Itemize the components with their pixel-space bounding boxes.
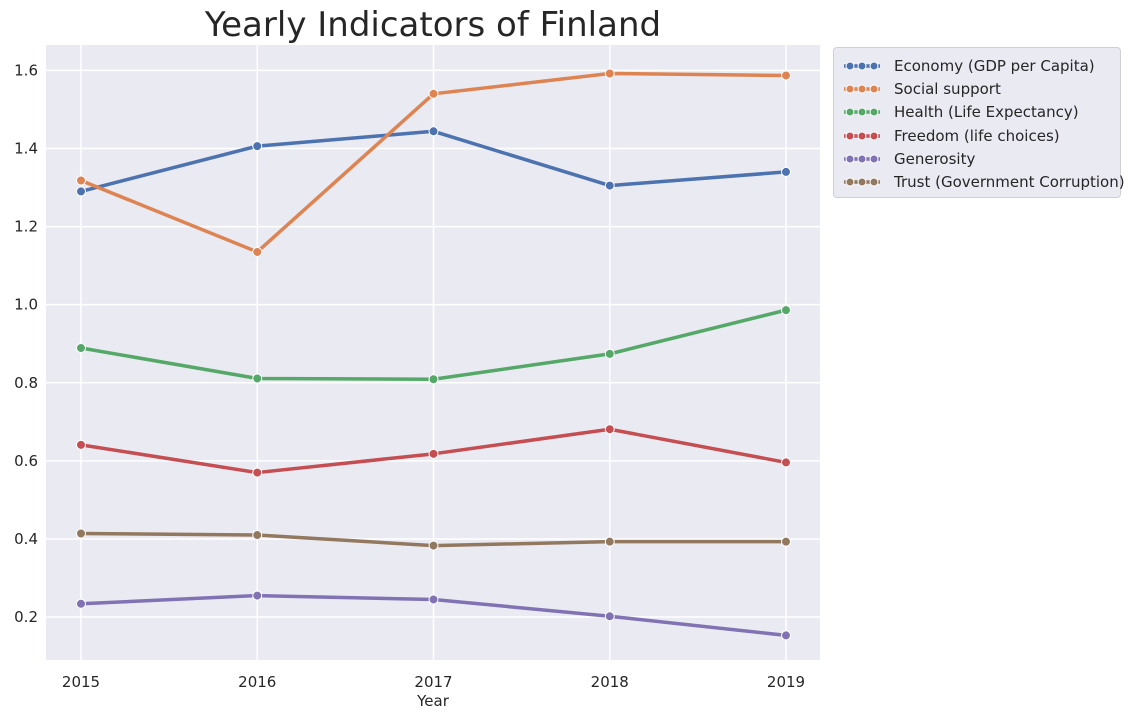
data-point — [428, 126, 439, 137]
data-point — [76, 439, 86, 450]
data-point — [428, 88, 439, 99]
data-point — [252, 246, 263, 257]
y-tick-label: 0.8 — [14, 374, 38, 392]
legend-label: Social support — [894, 79, 1001, 98]
series — [76, 68, 791, 257]
data-point — [604, 536, 615, 547]
y-tick-label: 0.2 — [14, 608, 38, 626]
data-point — [76, 343, 86, 354]
data-point — [781, 70, 791, 81]
legend-item: Social support — [842, 77, 1112, 100]
data-point — [76, 528, 86, 539]
y-tick-label: 1.4 — [14, 139, 38, 157]
x-tick-label: 2016 — [238, 673, 276, 691]
y-tick-label: 0.4 — [14, 530, 38, 548]
x-tick-label: 2015 — [62, 673, 100, 691]
data-point — [252, 373, 263, 384]
data-point — [781, 166, 791, 177]
data-point — [781, 630, 791, 641]
data-point — [428, 448, 439, 459]
x-tick-label: 2018 — [591, 673, 629, 691]
legend-label: Generosity — [894, 149, 976, 168]
legend-swatch — [844, 84, 880, 94]
data-point — [604, 611, 615, 622]
legend-swatch — [844, 131, 880, 141]
y-tick-label: 1.2 — [14, 218, 38, 236]
data-point — [604, 348, 615, 359]
x-tick-label: 2019 — [767, 673, 805, 691]
legend-label: Health (Life Expectancy) — [894, 103, 1079, 122]
data-point — [252, 530, 263, 541]
series — [76, 126, 791, 197]
y-tick-label: 0.6 — [14, 452, 38, 470]
legend-swatch — [844, 61, 880, 71]
legend-item: Trust (Government Corruption) — [842, 170, 1125, 193]
chart-title: Yearly Indicators of Finland — [204, 5, 661, 45]
series — [76, 305, 791, 385]
data-point — [428, 540, 439, 551]
data-point — [781, 457, 791, 468]
y-tick-label: 1.0 — [14, 296, 38, 314]
data-point — [252, 590, 263, 601]
axis-ticks: 2015 2016 2017 2018 2019 0.2 0.4 0.6 0.8 1.0 1.2 1.… — [14, 61, 805, 691]
data-point — [252, 141, 263, 152]
legend-swatch — [844, 107, 880, 117]
data-point — [252, 467, 263, 478]
legend-label: Freedom (life choices) — [894, 126, 1060, 145]
legend-item: Freedom (life choices) — [842, 124, 1112, 147]
data-point — [76, 175, 86, 186]
x-axis-label: Year — [416, 692, 450, 710]
series — [76, 528, 791, 551]
legend-item: Health (Life Expectancy) — [842, 101, 1112, 124]
data-point — [428, 594, 439, 605]
legend-label: Economy (GDP per Capita) — [894, 56, 1095, 75]
x-tick-label: 2017 — [414, 673, 452, 691]
data-point — [781, 305, 791, 316]
data-point — [428, 374, 439, 385]
data-point — [604, 180, 615, 191]
series — [76, 590, 791, 641]
series — [76, 424, 791, 478]
legend-label: Trust (Government Corruption) — [894, 173, 1125, 192]
series-lines — [76, 68, 791, 641]
legend-swatch — [844, 154, 880, 164]
data-point — [76, 186, 86, 197]
y-tick-label: 1.6 — [14, 61, 38, 79]
data-point — [604, 424, 615, 435]
legend-item: Generosity — [842, 147, 1112, 170]
data-point — [781, 536, 791, 547]
data-point — [76, 598, 86, 609]
legend-swatch — [844, 177, 880, 187]
legend-item: Economy (GDP per Capita) — [842, 54, 1112, 77]
legend: Economy (GDP per Capita) Social support He… — [833, 47, 1125, 198]
data-point — [604, 68, 615, 79]
